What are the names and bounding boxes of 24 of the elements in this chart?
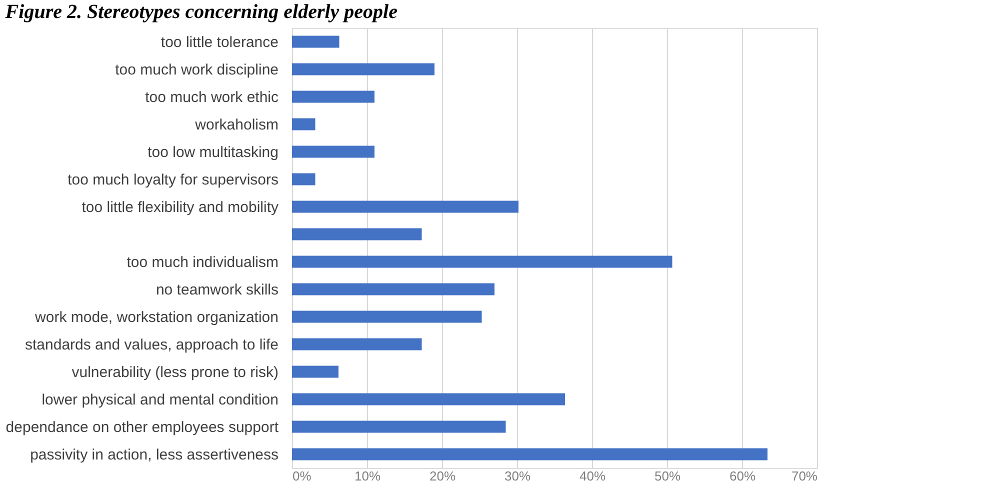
x-tick-label: 70% <box>791 468 818 484</box>
y-tick-label: too much loyalty for supervisors <box>68 171 278 188</box>
y-tick-label: too much work ethic <box>145 88 279 106</box>
y-tick-label: work mode, workstation organization <box>34 308 278 326</box>
y-tick-label: vulnerability (less prone to risk) <box>72 364 278 381</box>
chart-title: Figure 2. Stereotypes concerning elderly people <box>4 1 398 23</box>
y-tick-label: too much individualism <box>126 254 278 271</box>
y-tick-label: lower physical and mental condition <box>42 391 278 408</box>
y-tick-label: no teamwork skills <box>156 281 278 298</box>
x-tick-label: 0% <box>292 468 312 484</box>
y-tick-label: passivity in action, less assertiveness <box>30 446 278 464</box>
y-tick-label: too little tolerance <box>160 34 278 51</box>
y-tick-label: standards and values, approach to life <box>25 336 278 354</box>
x-tick-label: 10% <box>354 468 381 484</box>
x-tick-label: 40% <box>579 468 606 484</box>
y-tick-label: dependance on other employees support <box>6 418 280 436</box>
y-tick-label: too much work discipline <box>115 61 278 78</box>
y-tick-label: workaholism <box>194 116 278 134</box>
x-tick-label: 60% <box>729 468 756 484</box>
y-tick-label: too low multitasking <box>148 144 278 161</box>
y-tick-label: too little flexibility and mobility <box>82 198 279 216</box>
x-tick-label: 30% <box>504 468 531 484</box>
x-tick-label: 50% <box>654 468 681 484</box>
x-tick-label: 20% <box>429 468 456 484</box>
